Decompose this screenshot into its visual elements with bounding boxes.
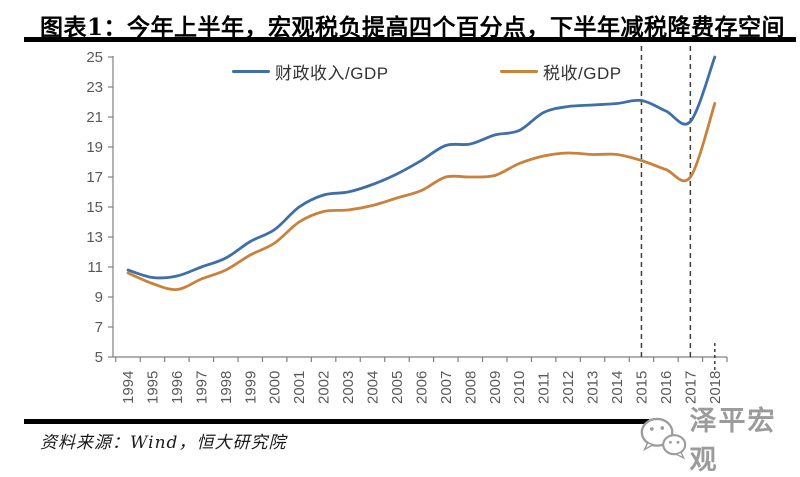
- x-tick-label: 2002: [316, 371, 333, 404]
- x-axis-ticks: [115, 357, 728, 362]
- x-tick-label: 1997: [193, 371, 210, 404]
- y-tick-label: 11: [87, 259, 103, 276]
- y-tick-label: 13: [86, 229, 103, 246]
- x-tick-label: 2005: [389, 371, 406, 404]
- x-tick-label: 1994: [120, 371, 137, 404]
- x-tick-label: 2003: [340, 371, 357, 404]
- tax-revenue-line: [126, 102, 717, 291]
- figure-title: 图表1：今年上半年，宏观税负提高四个百分点，下半年减税降费存空间: [40, 14, 786, 41]
- y-tick-label: 23: [86, 79, 103, 96]
- x-tick-label: 1998: [218, 371, 235, 404]
- x-tick-label: 2007: [438, 371, 455, 404]
- x-tick-label: 2014: [609, 371, 626, 404]
- y-tick-label: 25: [86, 49, 103, 66]
- x-tick-label: 2008: [462, 371, 479, 404]
- x-tick-label: 2017: [682, 371, 699, 404]
- y-tick-label: 21: [86, 109, 103, 126]
- y-tick-label: 17: [86, 169, 103, 186]
- x-tick-label: 2011: [536, 372, 553, 404]
- x-tick-label: 2015: [633, 371, 650, 404]
- y-tick-label: 15: [86, 199, 103, 216]
- y-tick-label: 9: [95, 289, 103, 306]
- dashed-guide-lines: [640, 46, 716, 372]
- y-axis-ticks: 5 7 9 11 13 15 17 19 21 23 25: [86, 49, 113, 366]
- y-tick-label: 19: [86, 139, 103, 156]
- x-tick-label: 2009: [487, 371, 504, 404]
- x-tick-label: 1999: [242, 371, 259, 404]
- footer-divider-rule: [24, 419, 649, 424]
- fiscal-revenue-line: [126, 55, 717, 280]
- brand-watermark: 泽平宏观: [638, 399, 800, 477]
- x-tick-label: 2010: [511, 371, 528, 404]
- y-tick-label: 7: [95, 319, 103, 336]
- source-note: 资料来源：Wind，恒大研究院: [40, 433, 287, 453]
- wechat-bubbles-icon: [640, 417, 687, 460]
- x-tick-label: 2018: [707, 371, 724, 404]
- x-tick-label: 2016: [658, 371, 675, 404]
- title-divider-rule: [24, 37, 796, 42]
- x-tick-label: 1995: [144, 371, 161, 404]
- y-tick-label: 5: [95, 349, 103, 366]
- watermark-label: 泽平宏观: [689, 406, 777, 476]
- x-tick-label: 2001: [291, 371, 308, 404]
- x-tick-label: 2006: [413, 371, 430, 404]
- x-tick-label: 2000: [267, 371, 284, 404]
- x-tick-label: 2013: [585, 371, 602, 404]
- x-tick-label: 1996: [169, 371, 186, 404]
- chart-figure: 图表1：今年上半年，宏观税负提高四个百分点，下半年减税降费存空间 5 7 9 11 13…: [24, 14, 796, 476]
- x-axis-labels: 1994 1995 1996 1997 1998 1999 2000 2001 2002 2003…: [120, 371, 724, 404]
- x-tick-label: 2012: [560, 371, 577, 404]
- x-tick-label: 2004: [365, 371, 382, 404]
